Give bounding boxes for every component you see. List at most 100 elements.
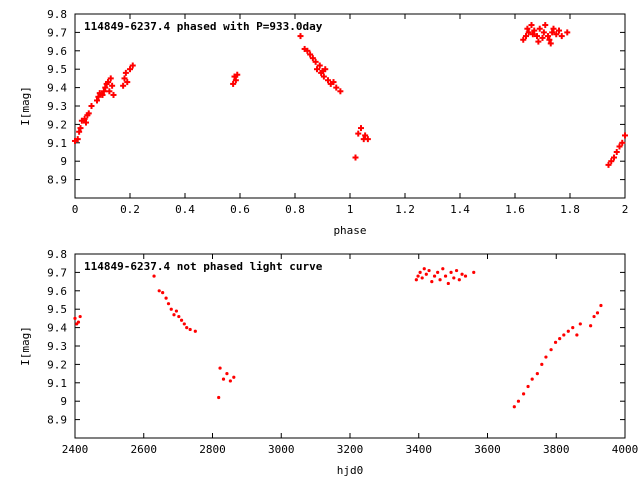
phased-y-tick-label: 9.5 bbox=[47, 63, 67, 76]
unphased-x-tick-label: 3000 bbox=[268, 443, 295, 456]
phased-data-point bbox=[120, 82, 127, 89]
unphased-x-tick-label: 3800 bbox=[543, 443, 570, 456]
phased-data-point bbox=[337, 88, 344, 95]
unphased-data-point bbox=[553, 340, 558, 344]
unphased-data-point bbox=[221, 377, 226, 381]
phased-data-point bbox=[531, 27, 538, 34]
unphased-x-axis-label: hjd0 bbox=[337, 464, 364, 477]
phased-data-point bbox=[74, 136, 81, 143]
phased-data-point bbox=[362, 132, 369, 139]
phased-data-point bbox=[358, 125, 364, 132]
phased-data-point bbox=[556, 27, 562, 34]
unphased-data-point bbox=[436, 270, 440, 274]
unphased-axis-ticks: 2400 2600 2800 3000 3200 3400 3600 3800 4000 8.9 9… bbox=[47, 248, 638, 456]
phased-data-point bbox=[540, 29, 547, 36]
phased-data-point bbox=[549, 29, 556, 36]
phased-data-point bbox=[81, 115, 88, 122]
phased-plot-frame bbox=[74, 13, 626, 199]
unphased-data-point bbox=[217, 395, 221, 400]
phased-x-tick-label: 1.8 bbox=[560, 203, 580, 216]
unphased-data-point bbox=[76, 320, 81, 324]
phased-data-point bbox=[309, 55, 316, 62]
unphased-data-point bbox=[578, 322, 582, 326]
phased-data-point bbox=[616, 143, 623, 150]
unphased-data-point bbox=[452, 276, 456, 280]
unphased-data-point bbox=[575, 333, 579, 337]
unphased-data-point bbox=[179, 318, 184, 322]
unphased-data-point bbox=[566, 329, 570, 333]
phased-data-point bbox=[528, 22, 535, 29]
unphased-data-point bbox=[420, 276, 424, 280]
phased-data-point bbox=[325, 77, 331, 84]
phased-x-tick-label: 1.2 bbox=[395, 203, 415, 216]
unphased-data-point bbox=[592, 314, 596, 319]
unphased-data-point bbox=[454, 268, 459, 273]
unphased-data-point bbox=[177, 314, 181, 319]
phased-data-point bbox=[94, 97, 100, 104]
phased-data-point bbox=[76, 128, 83, 135]
phased-data-point bbox=[312, 58, 319, 65]
unphased-y-tick-label: 8.9 bbox=[47, 414, 67, 427]
phased-chart-title: 114849-6237.4 phased with P=933.0day bbox=[84, 20, 323, 33]
unphased-data-point bbox=[188, 327, 192, 332]
unphased-plot-frame bbox=[74, 253, 626, 439]
phased-x-tick-label: 1.4 bbox=[450, 203, 470, 216]
phased-data-point bbox=[230, 80, 237, 87]
phased-data-point bbox=[524, 25, 531, 32]
phased-data-point bbox=[364, 136, 371, 143]
unphased-data-point bbox=[218, 366, 222, 370]
phased-data-point bbox=[553, 31, 560, 38]
unphased-data-point bbox=[172, 313, 176, 317]
phased-data-point bbox=[520, 36, 527, 43]
unphased-data-point bbox=[418, 270, 422, 274]
unphased-data-point bbox=[438, 278, 442, 282]
phased-data-point bbox=[525, 29, 532, 36]
unphased-data-point bbox=[430, 280, 434, 284]
phased-data-point bbox=[99, 91, 106, 98]
unphased-y-tick-label: 9.6 bbox=[47, 285, 67, 298]
phased-data-point bbox=[330, 79, 337, 86]
unphased-chart-title: 114849-6237.4 not phased light curve bbox=[84, 260, 323, 273]
phased-data-point bbox=[127, 66, 133, 73]
unphased-data-point bbox=[443, 274, 448, 278]
phased-data-point bbox=[535, 38, 542, 45]
phased-data-point bbox=[83, 119, 89, 126]
phased-data-point bbox=[550, 25, 557, 32]
phased-y-tick-label: 8.9 bbox=[47, 174, 67, 187]
phased-data-point bbox=[545, 33, 551, 40]
phased-data-point bbox=[547, 40, 554, 47]
phased-data-point bbox=[542, 22, 549, 29]
phased-data-point bbox=[546, 36, 553, 43]
phased-x-tick-label: 0.6 bbox=[230, 203, 250, 216]
phased-data-point bbox=[536, 25, 543, 32]
unphased-x-tick-label: 3200 bbox=[337, 443, 364, 456]
phased-data-point bbox=[88, 103, 95, 109]
unphased-data-point bbox=[193, 329, 197, 333]
unphased-y-tick-label: 9.5 bbox=[47, 303, 67, 316]
phased-data-point bbox=[105, 79, 111, 86]
unphased-data-point bbox=[472, 270, 476, 274]
phased-data-point bbox=[352, 154, 359, 161]
phased-x-tick-label: 0 bbox=[72, 203, 79, 216]
phased-y-tick-label: 9.3 bbox=[47, 100, 67, 113]
phased-data-point bbox=[529, 31, 536, 38]
unphased-data-point bbox=[512, 405, 516, 409]
unphased-data-point bbox=[449, 270, 453, 274]
phased-y-tick-label: 9.1 bbox=[47, 137, 67, 150]
unphased-data-point bbox=[549, 348, 553, 352]
phased-y-tick-label: 9.7 bbox=[47, 26, 67, 39]
phased-data-point bbox=[129, 62, 136, 69]
phased-data-point bbox=[333, 84, 340, 91]
unphased-data-point bbox=[228, 379, 232, 383]
phased-data-point bbox=[622, 132, 628, 139]
phased-data-point bbox=[110, 91, 117, 98]
phased-x-tick-label: 0.8 bbox=[285, 203, 305, 216]
unphased-data-point bbox=[544, 355, 548, 359]
unphased-data-point bbox=[414, 278, 418, 282]
phased-data-point bbox=[124, 79, 131, 86]
unphased-data-point bbox=[152, 274, 156, 278]
unphased-data-point bbox=[225, 372, 229, 376]
phased-data-point bbox=[355, 130, 362, 137]
unphased-data-point bbox=[78, 314, 82, 319]
phased-data-point bbox=[523, 33, 529, 40]
